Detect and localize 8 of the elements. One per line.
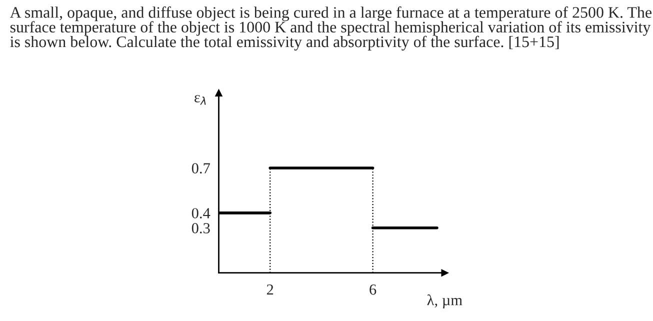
x-tick-label: 6: [370, 284, 376, 295]
chart-title: A small, opaque, and diffuse object is being cured in a large furnace at a temperature of 2500 K. The surface temperature of the object is 1000 K and the spectral hemispherical variation of its emissivity is shown below. Calculate the total emissivity and absorptivity of the surface. [15+15]: [10, 6, 652, 50]
x-tick-label: 2: [266, 284, 274, 295]
y-tick-label: 0.7: [192, 163, 210, 174]
y-tick-label: 0.4: [192, 208, 210, 218]
y-axis-title: ε$_{λ}$: [194, 95, 206, 105]
x-axis-title: λ, µm: [427, 294, 462, 308]
y-tick-label: 0.3: [192, 223, 210, 234]
